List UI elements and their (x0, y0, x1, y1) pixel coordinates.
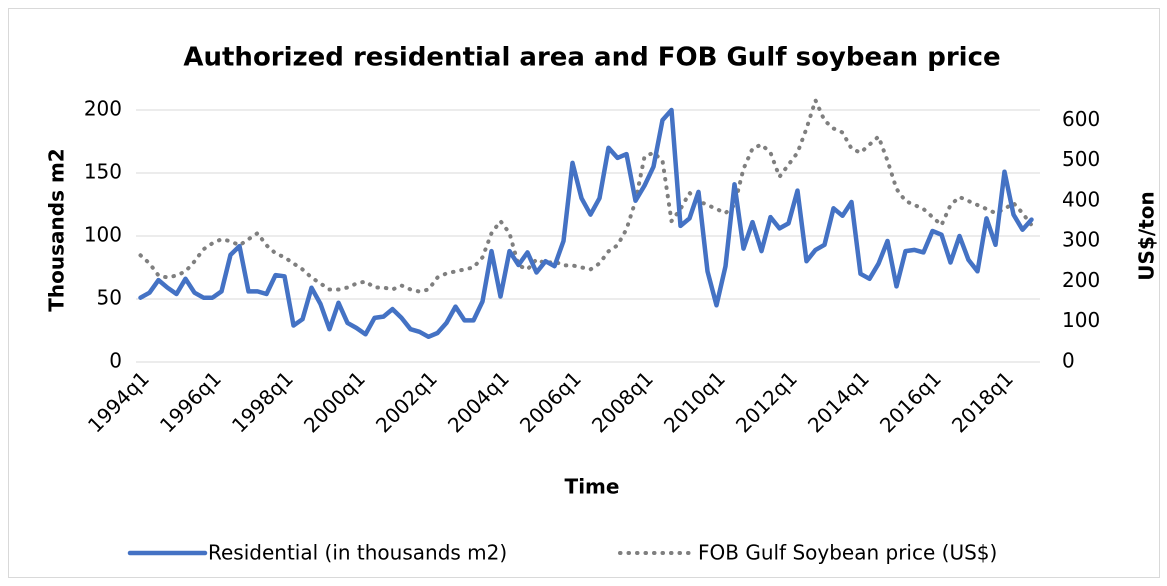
series-line (138, 98, 1034, 294)
y2-tick-label: 0 (1062, 349, 1075, 373)
y2-tick-label: 100 (1062, 308, 1100, 332)
y-tick-label: 150 (84, 160, 122, 184)
y2-tick-label: 300 (1062, 228, 1100, 252)
legend-label: FOB Gulf Soybean price (US$) (698, 541, 997, 565)
y2-tick-label: 200 (1062, 268, 1100, 292)
y2-axis-label: US$/ton (1135, 191, 1159, 280)
y2-tick-label: 400 (1062, 187, 1100, 211)
legend-label: Residential (in thousands m2) (208, 541, 507, 565)
x-axis-label: Time (565, 475, 620, 499)
y2-tick-label: 600 (1062, 107, 1100, 131)
chart-frame (8, 8, 1160, 578)
y-tick-label: 200 (84, 97, 122, 121)
y-tick-label: 0 (109, 349, 122, 373)
chart-title: Authorized residential area and FOB Gulf… (183, 43, 1000, 73)
y-axis-label: Thousands m2 (45, 148, 69, 311)
y-tick-label: 100 (84, 223, 122, 247)
series-line (138, 107, 1034, 340)
y-tick-label: 50 (97, 286, 122, 310)
y2-tick-label: 500 (1062, 147, 1100, 171)
